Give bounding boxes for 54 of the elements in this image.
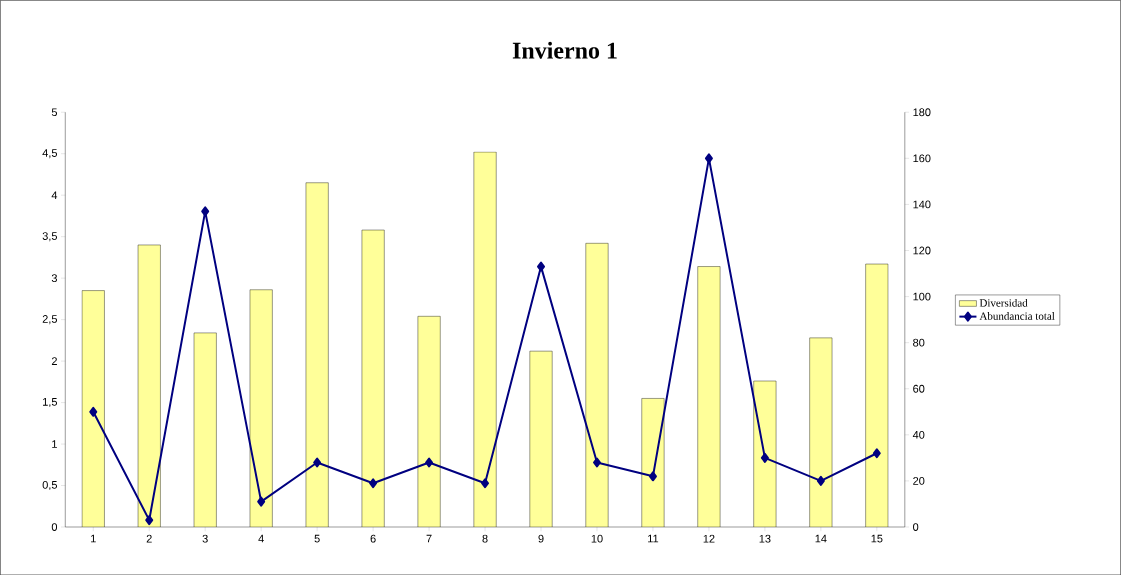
- y-tick-label: 1: [52, 440, 57, 448]
- x-tick-label: 5: [314, 534, 320, 543]
- point: [257, 496, 266, 507]
- point: [425, 457, 434, 468]
- y-tick-label: 0: [51, 522, 58, 531]
- x-tick-label: 12: [703, 534, 715, 543]
- x-tick-label: 3: [202, 534, 208, 543]
- y-tick-label: 4,5: [42, 149, 58, 159]
- y2-tick-label: 120: [913, 246, 931, 255]
- y-tick-label: 1,5: [43, 397, 58, 407]
- y-tick-label: 0,5: [42, 480, 58, 490]
- point: [872, 448, 881, 459]
- point: [89, 406, 98, 417]
- chart-title: Invierno 1: [512, 41, 617, 59]
- y2-tick-label: 20: [913, 476, 925, 485]
- x-tick-label: 14: [815, 534, 827, 543]
- y2-tick-label: 40: [912, 430, 925, 439]
- x-tick-label: 2: [146, 534, 152, 543]
- x-tick-label: 13: [759, 534, 771, 543]
- y-tick-label: 3,5: [42, 232, 58, 242]
- point: [537, 261, 546, 272]
- x-tick-label: 11: [648, 534, 659, 543]
- x-tick-label: 4: [258, 534, 264, 543]
- y2-tick-label: 60: [913, 384, 925, 393]
- y-tick-label: 5: [51, 108, 58, 116]
- point: [313, 457, 322, 468]
- point: [145, 514, 154, 525]
- point: [648, 471, 657, 482]
- point: [592, 457, 601, 468]
- y-tick-label: 3: [51, 274, 57, 282]
- x-tick-label: 10: [591, 534, 603, 543]
- legend-label: Diversidad: [979, 298, 1028, 307]
- x-tick-label: 1: [91, 534, 96, 543]
- point: [369, 478, 378, 489]
- x-tick-label: 9: [538, 534, 544, 543]
- y2-tick-label: 100: [913, 292, 931, 301]
- point: [201, 206, 210, 217]
- legend-label: Abundancia total: [979, 311, 1055, 320]
- y-tick-label: 2,5: [42, 314, 58, 325]
- x-tick-label: 8: [482, 534, 488, 543]
- y2-tick-label: 0: [913, 522, 919, 531]
- y2-tick-label: 80: [913, 338, 925, 347]
- x-tick-label: 15: [871, 534, 883, 543]
- y2-tick-label: 160: [913, 154, 931, 163]
- point: [481, 478, 490, 489]
- y-tick-label: 4: [51, 191, 58, 199]
- y2-tick-label: 140: [913, 200, 931, 209]
- y-tick-label: 2: [51, 357, 57, 365]
- x-tick-label: 7: [426, 534, 432, 543]
- x-tick-label: 6: [370, 534, 376, 543]
- point: [816, 475, 825, 486]
- point: [760, 452, 769, 463]
- point: [704, 153, 713, 164]
- y2-tick-label: 180: [913, 108, 931, 116]
